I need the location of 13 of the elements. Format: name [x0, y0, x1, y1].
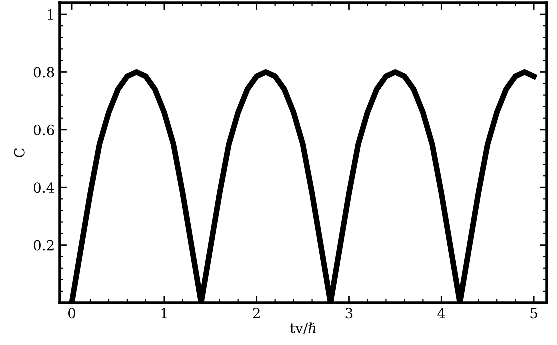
- y-tick-label: 0.2: [34, 240, 54, 251]
- y-tick-label: 1: [48, 10, 54, 20]
- y-tick-label: 0.8: [34, 67, 54, 78]
- x-tick-label: 4: [438, 308, 446, 318]
- x-tick-label: 2: [253, 308, 260, 318]
- y-tick-label: 0.6: [34, 124, 54, 136]
- x-tick-label: 0: [68, 308, 76, 319]
- x-axis-title: tv/ℏ: [290, 322, 316, 335]
- y-tick-label: 0.4: [34, 182, 54, 194]
- x-tick-label: 3: [346, 308, 353, 319]
- y-axis-title: C: [14, 148, 25, 158]
- x-tick-label: 5: [530, 308, 538, 319]
- x-tick-label: 1: [162, 308, 167, 318]
